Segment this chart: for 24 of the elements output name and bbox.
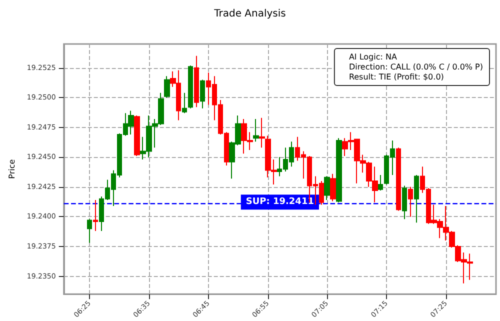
candlestick: [336, 138, 342, 203]
candlestick: [164, 76, 170, 98]
candlestick: [253, 118, 259, 142]
ref-line-label: SUP: 19.2411: [246, 197, 314, 208]
candlestick: [93, 200, 98, 232]
candlestick: [324, 176, 330, 201]
candlestick: [188, 64, 193, 109]
candlestick: [194, 55, 199, 108]
candlestick: [408, 186, 413, 218]
y-axis-title: Price: [8, 159, 16, 179]
candlestick: [134, 114, 140, 156]
candlestick: [182, 92, 187, 114]
candlestick: [259, 117, 265, 148]
candlestick: [378, 174, 383, 192]
candlestick: [414, 174, 419, 224]
annotation: Result: TIE (Profit: $0.0): [348, 72, 444, 82]
candlestick: [396, 147, 401, 212]
candlestick: [330, 173, 336, 202]
annotation: Direction: CALL (0.0% C / 0.0% P): [348, 62, 483, 72]
chart-title: Trade Analysis: [213, 8, 286, 20]
candlestick: [402, 185, 407, 220]
candlestick: [200, 79, 205, 109]
candlestick: [87, 218, 92, 244]
annotation: AI Logic: NA: [348, 52, 398, 62]
